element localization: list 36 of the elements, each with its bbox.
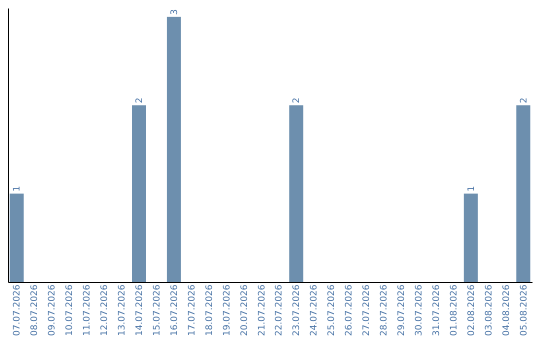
data-label: 2 [135, 97, 145, 104]
x-tick-label: 26.07.2026 [344, 284, 355, 336]
data-label: 3 [170, 9, 180, 15]
x-tick-label: 05.08.2026 [519, 284, 530, 336]
x-tick-label: 08.07.2026 [30, 284, 40, 336]
data-label: 1 [12, 186, 23, 192]
x-tick-label: 17.07.2026 [187, 284, 198, 336]
x-tick-label: 21.07.2026 [257, 284, 268, 336]
data-label: 1 [466, 186, 477, 192]
x-tick-label: 28.07.2026 [380, 284, 390, 336]
x-tick-label: 29.07.2026 [397, 284, 407, 336]
x-tick-label: 07.07.2026 [12, 284, 23, 336]
x-tick-label: 27.07.2026 [362, 284, 372, 336]
x-tick-label: 13.07.2026 [118, 284, 128, 336]
x-tick-label: 01.08.2026 [449, 284, 460, 336]
x-tick-label: 04.08.2026 [502, 284, 512, 336]
data-label: 2 [519, 97, 530, 104]
x-tick-label: 02.08.2026 [466, 284, 477, 336]
x-tick-label: 15.07.2026 [152, 284, 162, 336]
x-tick-label: 22.07.2026 [274, 284, 285, 336]
x-tick-label: 16.07.2026 [170, 284, 180, 336]
x-tick-label: 30.07.2026 [414, 284, 424, 336]
x-tick-label: 23.07.2026 [292, 284, 302, 336]
x-tick-label: 14.07.2026 [135, 284, 145, 336]
data-label: 2 [292, 97, 302, 104]
x-tick-label: 11.07.2026 [82, 284, 93, 336]
x-tick-label: 20.07.2026 [240, 284, 250, 336]
x-tick-label: 12.07.2026 [100, 284, 110, 336]
x-tick-label: 31.07.2026 [432, 284, 442, 336]
x-tick-label: 10.07.2026 [65, 284, 76, 336]
x-tick-label: 03.08.2026 [484, 284, 494, 336]
x-tick-label: 09.07.2026 [48, 284, 58, 336]
x-tick-label: 19.07.2026 [222, 284, 232, 336]
x-tick-label: 24.07.2026 [310, 284, 320, 336]
x-tick-label: 18.07.2026 [204, 284, 215, 336]
x-tick-label: 25.07.2026 [327, 284, 338, 336]
